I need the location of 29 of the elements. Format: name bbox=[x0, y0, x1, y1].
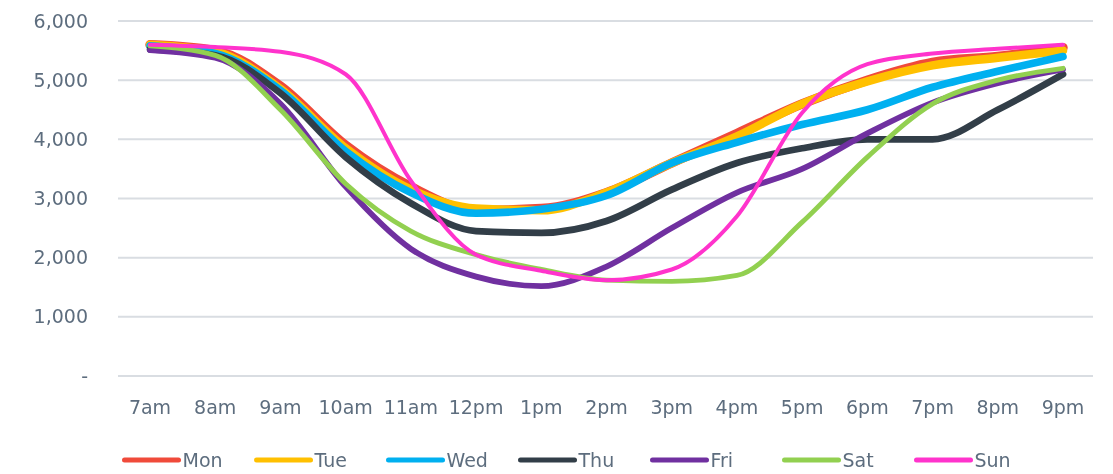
x-tick-label: 10am bbox=[318, 396, 373, 418]
legend-label: Mon bbox=[182, 448, 223, 471]
y-tick-label: 5,000 bbox=[33, 68, 88, 91]
x-tick-label: 9pm bbox=[1041, 396, 1085, 418]
legend-label: Sat bbox=[842, 448, 874, 471]
x-tick-label: 5pm bbox=[780, 396, 824, 418]
x-tick-label: 12pm bbox=[448, 396, 504, 418]
x-tick-label: 7pm bbox=[911, 396, 954, 418]
legend-label: Sun bbox=[974, 448, 1011, 471]
x-tick-label: 9am bbox=[259, 396, 302, 418]
x-tick-label: 8pm bbox=[976, 396, 1020, 418]
x-tick-label: 6pm bbox=[846, 396, 889, 418]
legend-label: Wed bbox=[446, 448, 488, 471]
legend-label: Thu bbox=[577, 448, 615, 471]
x-tick-label: 11am bbox=[383, 396, 439, 418]
x-tick-label: 8am bbox=[194, 396, 237, 418]
x-tick-label: 7am bbox=[128, 396, 172, 418]
legend-label: Tue bbox=[313, 448, 347, 471]
legend-label: Fri bbox=[710, 448, 734, 471]
y-tick-label: 1,000 bbox=[33, 305, 88, 328]
x-tick-label: 4pm bbox=[715, 396, 759, 418]
x-tick-label: 1pm bbox=[519, 396, 563, 418]
y-tick-label: - bbox=[81, 364, 88, 387]
x-tick-label: 2pm bbox=[585, 396, 628, 418]
y-tick-label: 6,000 bbox=[33, 9, 88, 32]
x-tick-label: 3pm bbox=[650, 396, 694, 418]
y-tick-label: 4,000 bbox=[33, 127, 88, 150]
y-tick-label: 3,000 bbox=[33, 187, 88, 210]
y-tick-label: 2,000 bbox=[33, 246, 88, 269]
